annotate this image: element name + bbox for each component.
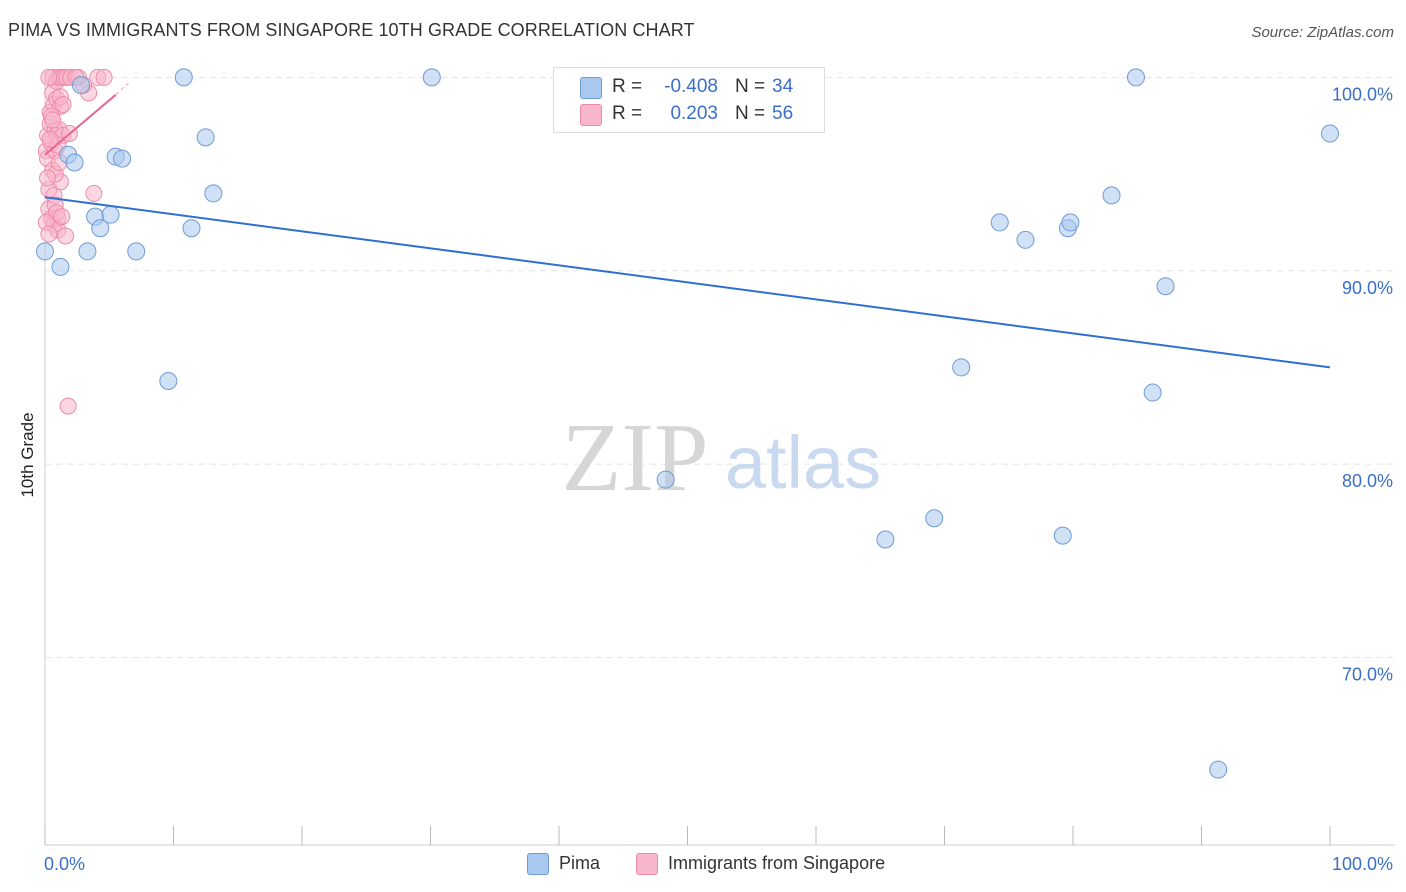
pima-swatch [580,77,602,99]
data-point-pima [65,153,84,172]
n-value: 34 [772,76,794,97]
stats-row-pima: R = -0.408 N = 34 [554,74,824,100]
data-point-singapore [59,397,77,415]
data-point-pima [422,68,441,87]
singapore-points [37,68,113,415]
y-tick-label: 100.0% [1332,84,1393,104]
data-point-singapore [44,111,62,129]
data-point-pima [127,242,146,261]
data-point-singapore [54,95,72,113]
data-point-pima [182,219,201,238]
data-point-pima [1053,526,1072,545]
data-point-pima [1061,213,1080,232]
data-point-pima [113,149,132,168]
tick-labels: 70.0% 80.0% 90.0% 100.0% 0.0% 100.0% [44,84,1393,874]
r-label: R = [612,103,643,124]
data-point-singapore [85,184,103,202]
y-tick-label: 80.0% [1342,471,1393,491]
watermark-zip: ZIP [562,404,709,512]
legend-label: Pima [559,853,601,873]
n-value: 56 [772,103,794,124]
r-value: -0.408 [664,76,718,97]
data-point-pima [952,358,971,377]
source-note: Source: ZipAtlas.com [1251,24,1394,41]
data-point-pima [925,509,944,528]
data-point-pima [91,219,110,238]
stats-box: R = -0.408 N = 34 R = 0.203 N = 56 [553,67,825,133]
n-label: N = [735,76,766,97]
singapore-swatch [580,104,602,126]
data-point-pima [36,242,54,261]
x-tick-label-end: 100.0% [1332,854,1393,874]
data-point-pima [1016,230,1035,249]
y-axis-label: 10th Grade [18,412,37,498]
data-point-singapore [41,130,59,148]
data-point-pima [78,242,97,261]
data-point-pima [876,530,895,549]
data-point-singapore [39,169,57,187]
axes [44,70,1395,846]
data-point-pima [204,184,223,203]
n-label: N = [735,103,766,124]
data-point-singapore [95,68,113,86]
grid-lines [45,76,1395,658]
data-point-singapore [57,227,75,245]
trend-line-singapore-extension [115,82,129,96]
data-point-pima [196,128,215,147]
data-point-singapore [53,208,71,226]
y-tick-label: 70.0% [1342,664,1393,684]
data-point-pima [1321,124,1339,143]
legend-label: Immigrants from Singapore [668,853,886,873]
data-point-pima [101,205,120,224]
data-point-pima [656,470,675,489]
data-point-singapore [40,68,58,86]
data-point-pima [174,68,193,87]
data-point-pima [1156,277,1175,296]
watermark-atlas: atlas [725,421,881,504]
data-point-pima [990,213,1009,232]
chart-title: PIMA VS IMMIGRANTS FROM SINGAPORE 10TH G… [8,20,695,40]
data-point-pima [51,257,70,276]
pima-legend-swatch [527,853,549,875]
data-point-pima [1126,68,1145,87]
y-tick-label: 90.0% [1342,278,1393,298]
data-point-pima [159,371,178,390]
stats-row-singapore: R = 0.203 N = 56 [554,101,824,127]
data-point-pima [1143,383,1162,402]
trend-line-singapore [44,94,117,156]
singapore-legend-swatch [636,853,658,875]
x-tick-label-start: 0.0% [44,854,85,874]
data-point-singapore [40,225,58,243]
data-point-pima [71,76,90,95]
watermark: ZIP atlas [562,404,882,512]
data-point-pima [1102,186,1121,205]
r-value: 0.203 [670,103,718,124]
r-label: R = [612,76,643,97]
trend-line-pima [44,196,1331,369]
trend-lines [44,82,1331,369]
pima-points [36,68,1339,779]
data-point-pima [1209,760,1228,779]
